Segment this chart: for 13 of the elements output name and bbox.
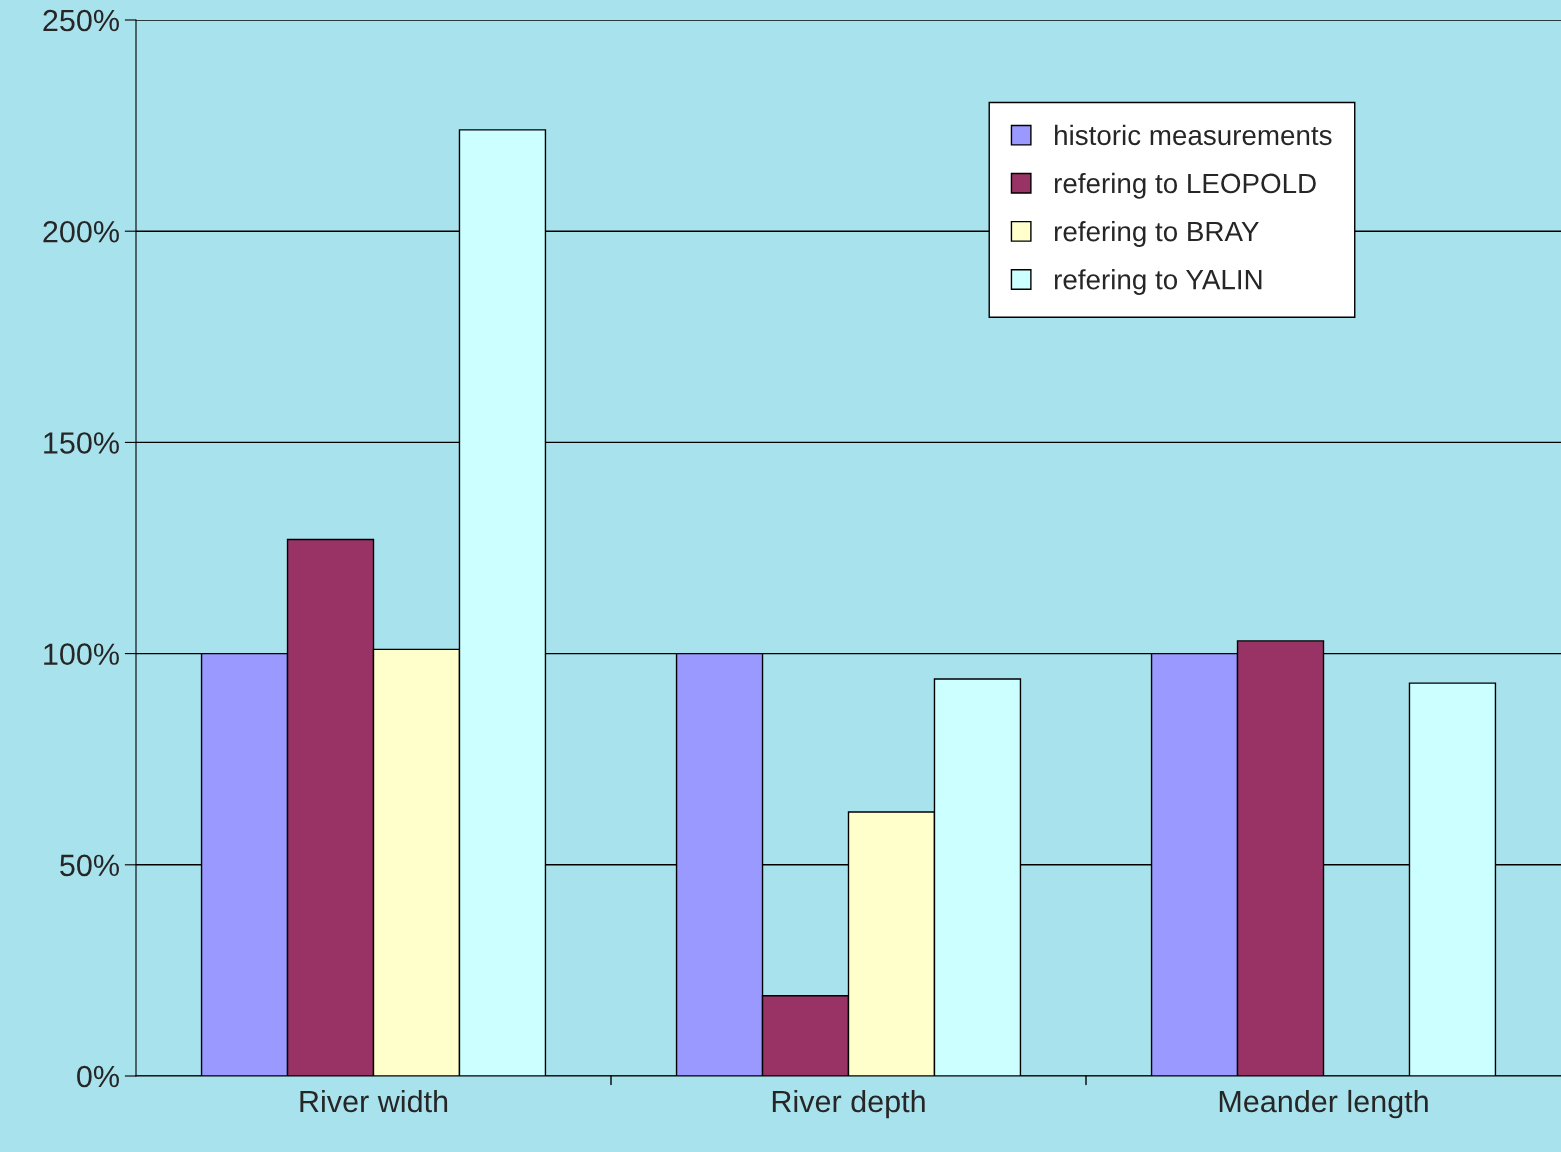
y-tick-label: 100% [44,643,119,665]
legend-label: refering to YALIN [1054,269,1262,295]
legend-label: refering to LEOPOLD [1054,172,1316,199]
y-tick-label: 0% [77,1065,119,1088]
x-tick-label: Meander length [1219,1089,1428,1119]
x-tick-label: River width [300,1089,448,1113]
legend-label: historic measurements [1055,124,1332,146]
y-tick-label: 50% [60,854,119,877]
y-tick-label: 200% [43,220,119,243]
legend-label: refering to BRAY [1054,220,1259,247]
y-tick-label: 250% [43,9,119,32]
x-tick-label: River depth [772,1089,925,1119]
y-tick-label: 150% [44,432,119,454]
